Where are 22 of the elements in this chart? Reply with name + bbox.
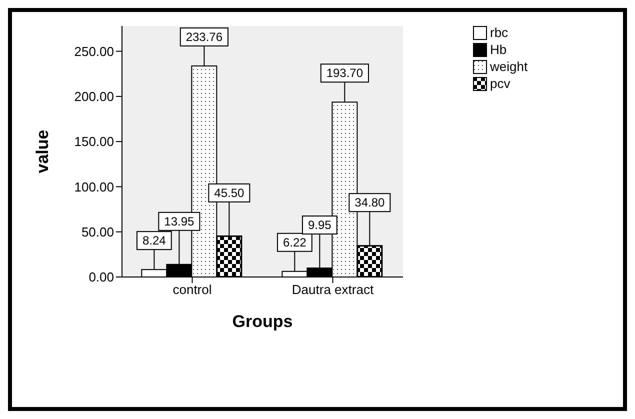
data-label: 8.24 — [142, 234, 166, 248]
y-tick-label: 150.00 — [74, 134, 114, 150]
data-label: 34.80 — [354, 196, 386, 210]
y-tick-label: 250.00 — [74, 44, 114, 59]
data-label: 45.50 — [214, 186, 245, 200]
legend-label: pcv — [490, 75, 510, 92]
data-label: 233.76 — [186, 30, 223, 44]
data-label: 6.22 — [282, 235, 307, 250]
x-tick-label: control — [172, 282, 212, 298]
y-tick-label: 200.00 — [74, 89, 114, 104]
data-label: 13.95 — [164, 214, 195, 228]
y-tick-label: 0.00 — [88, 270, 114, 285]
legend-label: rbc — [490, 24, 508, 41]
x-tick-label: Dautra extract — [292, 282, 374, 298]
y-tick-label: 100.00 — [74, 179, 114, 194]
y-axis-title: value — [33, 130, 52, 174]
data-label: 9.95 — [308, 218, 332, 232]
legend-label: weight — [490, 58, 528, 75]
y-tick-label: 50.00 — [81, 224, 114, 240]
data-label: 193.70 — [326, 66, 364, 80]
legend-label: Hb — [490, 41, 507, 58]
x-axis-title: Groups — [232, 312, 293, 331]
